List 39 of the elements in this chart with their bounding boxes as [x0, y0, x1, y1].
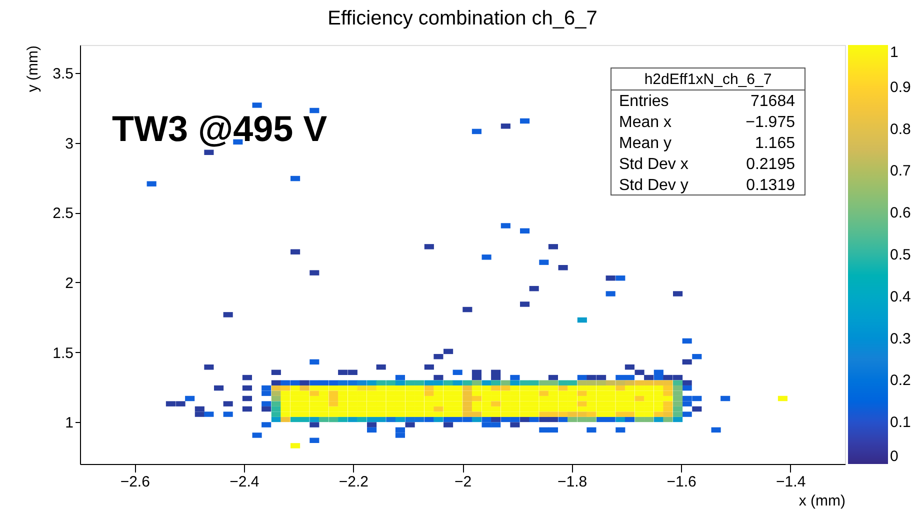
y-tick-label: 3 — [65, 135, 74, 152]
annotation: 0.1319 — [746, 177, 796, 194]
color-bar-label: 0.6 — [890, 204, 911, 222]
y-axis-title: y (mm) — [24, 46, 42, 92]
color-bar-label: 0.9 — [890, 78, 911, 96]
chart-title: Efficiency combination ch_6_7 — [328, 7, 598, 30]
x-tick-label: −2.6 — [120, 474, 150, 490]
color-bar-label: 0 — [890, 448, 898, 465]
y-tick-label: 1.5 — [52, 344, 74, 362]
x-tick-label: −1.4 — [776, 474, 806, 490]
x-tick-label: −1.6 — [666, 474, 696, 490]
annotation: −1.975 — [746, 114, 796, 131]
color-bar-label: 0.1 — [890, 414, 911, 432]
annotation: 71684 — [750, 93, 796, 110]
x-axis-title: x (mm) — [798, 492, 846, 510]
y-tick-label: 2 — [65, 274, 74, 292]
x-tick-label: −2.2 — [338, 474, 369, 490]
color-bar-label: 0.2 — [890, 372, 911, 390]
color-bar-label: 1 — [890, 44, 898, 61]
x-tick-label: −2.4 — [230, 474, 260, 490]
annotation: Std Dev y — [619, 177, 688, 194]
color-bar-label: 0.5 — [890, 246, 911, 264]
color-bar-label: 0.4 — [890, 288, 911, 306]
color-bar-label: 0.8 — [890, 120, 911, 138]
y-tick-label: 1 — [65, 414, 74, 432]
annotation: Mean x — [619, 114, 672, 131]
color-bar-label: 0.7 — [890, 162, 911, 180]
y-tick-label: 2.5 — [52, 205, 74, 222]
y-tick-label: 3.5 — [52, 65, 74, 82]
annotation: 0.2195 — [746, 156, 796, 173]
annotation: Entries — [619, 93, 669, 110]
annotation: TW3 @495 V — [112, 108, 328, 149]
annotation: h2dEff1xN_ch_6_7 — [644, 71, 772, 88]
x-tick-label: −1.8 — [557, 474, 588, 490]
annotation: Mean y — [619, 135, 672, 152]
annotation: Std Dev x — [619, 156, 688, 173]
color-bar-label: 0.3 — [890, 330, 911, 348]
annotation: 1.165 — [754, 135, 796, 152]
x-tick-label: −2 — [454, 474, 472, 490]
